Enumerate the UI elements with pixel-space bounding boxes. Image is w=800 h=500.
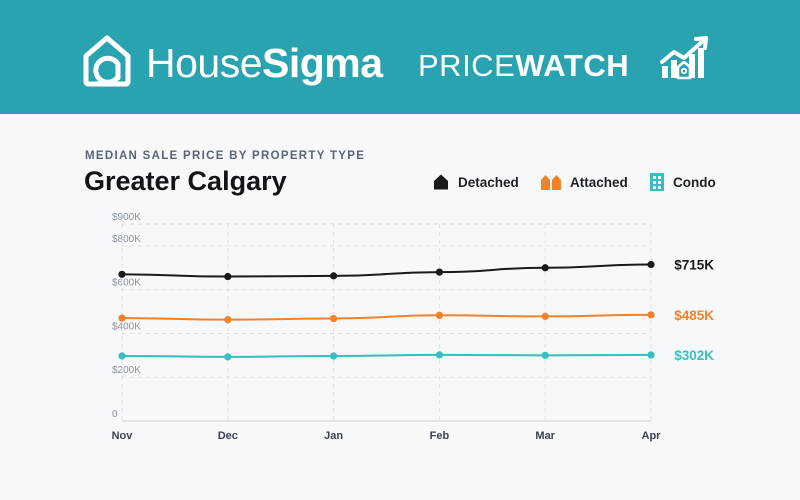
- x-tick-label: Jan: [324, 430, 343, 442]
- townhouse-icon: [541, 175, 561, 190]
- data-point: [435, 268, 443, 276]
- legend-item-attached: Attached: [540, 172, 628, 192]
- product-name-bold: WATCH: [515, 48, 630, 83]
- y-tick-label: $200K: [112, 365, 141, 376]
- data-point: [647, 260, 655, 269]
- data-point: [224, 272, 232, 281]
- house-logo-icon: [83, 35, 131, 87]
- house-icon: [434, 174, 448, 190]
- data-point: [224, 316, 232, 324]
- data-point: [118, 270, 126, 278]
- brand-name: HouseSigma: [146, 38, 383, 88]
- y-tick-label: $900K: [112, 212, 141, 223]
- data-point: [330, 352, 338, 360]
- x-tick-label: Nov: [112, 430, 134, 442]
- series-line-condo: [121, 353, 652, 358]
- brand-name-regular: House: [146, 40, 263, 86]
- price-trend-icon: [660, 36, 708, 80]
- legend-item-condo: Condo: [649, 172, 716, 192]
- data-point: [330, 314, 338, 323]
- data-point: [541, 264, 549, 272]
- product-name-regular: PRICE: [418, 48, 516, 83]
- legend-label: Attached: [570, 174, 628, 190]
- data-point: [647, 351, 655, 359]
- legend-label: Detached: [458, 174, 519, 190]
- series-line-attached: [121, 313, 652, 321]
- end-value-label: $302K: [674, 348, 714, 363]
- data-point: [224, 353, 232, 361]
- y-tick-label: 0: [112, 409, 118, 420]
- legend-label: Condo: [673, 174, 716, 190]
- data-point: [330, 272, 338, 280]
- brand-name-bold: Sigma: [262, 40, 383, 86]
- chart-title: Greater Calgary: [84, 166, 287, 196]
- series-line-detached: [121, 263, 652, 278]
- header-banner: HouseSigma PRICEWATCH: [0, 0, 800, 114]
- data-point: [118, 314, 126, 322]
- x-tick-label: Apr: [642, 430, 662, 442]
- data-point: [435, 351, 443, 359]
- x-tick-label: Mar: [535, 430, 555, 442]
- y-tick-label: $800K: [112, 234, 141, 245]
- legend-item-detached: Detached: [432, 172, 519, 192]
- product-name: PRICEWATCH: [418, 46, 629, 86]
- y-tick-label: $400K: [112, 321, 141, 332]
- data-point: [541, 312, 549, 320]
- chart-subtitle: MEDIAN SALE PRICE BY PROPERTY TYPE: [85, 150, 366, 162]
- end-value-label: $485K: [674, 308, 714, 323]
- y-tick-label: $600K: [112, 278, 141, 289]
- data-point: [435, 311, 443, 319]
- data-point: [541, 351, 549, 359]
- x-tick-label: Dec: [218, 430, 238, 442]
- building-icon: [650, 173, 664, 191]
- x-tick-label: Feb: [430, 430, 450, 442]
- data-point: [647, 311, 655, 319]
- data-point: [118, 352, 126, 360]
- end-value-label: $715K: [674, 257, 714, 272]
